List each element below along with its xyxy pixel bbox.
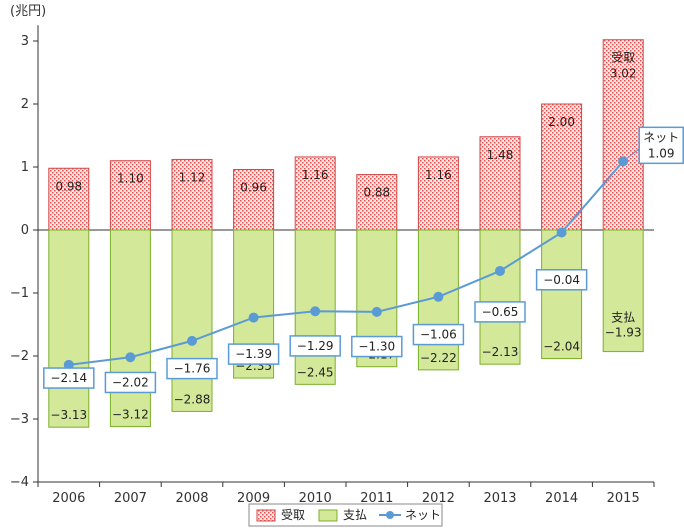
- x-tick-label: 2011: [360, 491, 393, 506]
- receive-value-label: 2.00: [548, 115, 575, 129]
- net-value-label: −2.02: [112, 375, 149, 389]
- receive-value-label: 0.98: [55, 179, 82, 193]
- pay-value-label: −2.13: [482, 345, 519, 359]
- legend-pay-label: 支払: [343, 508, 367, 522]
- receive-value-label: 0.96: [240, 181, 267, 195]
- legend-receive-label: 受取: [281, 508, 305, 522]
- net-label-box: [227, 343, 280, 365]
- net-point: [371, 306, 382, 317]
- axes: −4 −3 −2 −1 0 1 2 3 2006 2007 2008 2009 2010 2011 2012…: [10, 25, 655, 506]
- receive-bar: [233, 169, 275, 231]
- x-tick-label: 2006: [52, 491, 85, 506]
- net-point: [187, 335, 197, 346]
- pay-value-label: −1.93: [605, 326, 642, 340]
- receive-value-label: 1.48: [487, 148, 514, 162]
- pay-value-label: −2.04: [543, 340, 580, 354]
- receive-series-label: 受取: [611, 51, 635, 65]
- pay-bar: [602, 229, 644, 353]
- y-tick-label: −1: [10, 286, 29, 301]
- y-tick-label: 3: [21, 34, 29, 49]
- net-point: [248, 312, 259, 323]
- receive-bar: [417, 156, 459, 231]
- bars: [48, 39, 644, 428]
- net-label-box: [412, 323, 465, 346]
- net-value-label: −0.04: [543, 273, 580, 287]
- y-tick-label: −2: [10, 349, 29, 364]
- receive-bar: [171, 158, 213, 231]
- x-tick-label: 2009: [237, 491, 270, 506]
- net-label-box: [43, 367, 95, 389]
- receive-bar: [109, 160, 151, 231]
- legend-net-label: ネット: [405, 508, 441, 522]
- net-value-label: −1.30: [358, 340, 395, 354]
- net-point: [618, 156, 629, 167]
- legend-pay-swatch: [318, 509, 338, 522]
- net-label-box: [638, 126, 684, 165]
- net-line: [63, 156, 629, 370]
- pay-value-label: −2.22: [420, 351, 457, 365]
- net-series-line: [68, 160, 624, 366]
- pay-value-label: −2.45: [297, 365, 334, 379]
- net-point: [310, 306, 321, 317]
- net-point: [495, 265, 505, 276]
- net-value-label: −1.39: [235, 347, 272, 361]
- legend-net-marker: [386, 511, 394, 519]
- y-tick-label: 1: [21, 160, 29, 175]
- receive-value-label: 1.16: [302, 168, 329, 182]
- pay-bar: [479, 229, 521, 365]
- x-tick-label: 2013: [483, 491, 516, 506]
- pay-bar: [48, 229, 90, 428]
- receive-bar: [356, 174, 398, 231]
- pay-value-label: −3.13: [50, 408, 87, 422]
- receive-value-label: 1.16: [425, 168, 452, 182]
- net-label-box: [535, 269, 588, 291]
- net-series-label: ネット: [643, 130, 679, 144]
- y-tick-label: 2: [21, 97, 29, 112]
- x-tick-label: 2008: [175, 491, 208, 506]
- receive-bar: [48, 167, 90, 231]
- receive-value-label: 1.10: [117, 172, 144, 186]
- net-value-label: −1.06: [420, 328, 457, 342]
- y-tick-label: −4: [10, 475, 29, 490]
- net-point: [556, 227, 567, 238]
- x-tick-label: 2007: [114, 491, 147, 506]
- net-value-label: −0.65: [482, 305, 519, 319]
- net-value-label: 1.09: [648, 146, 675, 160]
- receive-value-label: 3.02: [610, 67, 637, 81]
- net-label-box: [474, 301, 526, 323]
- receive-bar: [294, 156, 336, 231]
- legend-receive-swatch: [256, 509, 276, 522]
- pay-value-label: −2.88: [174, 392, 211, 406]
- pay-series-label: 支払: [611, 311, 635, 325]
- net-value-label: −1.29: [297, 339, 334, 353]
- net-label-box: [289, 335, 341, 357]
- receive-value-label: 1.12: [179, 170, 206, 184]
- net-value-label: −1.76: [174, 362, 211, 376]
- unit-label: (兆円): [10, 4, 46, 19]
- pay-bar: [171, 229, 213, 412]
- y-tick-label: −3: [10, 412, 29, 427]
- net-point: [125, 352, 136, 363]
- net-label-box: [104, 371, 157, 394]
- pay-value-label: −3.12: [112, 408, 149, 422]
- x-tick-label: 2015: [607, 491, 640, 506]
- legend-box: [248, 503, 443, 527]
- pay-bar: [109, 229, 151, 428]
- net-label-box: [166, 357, 218, 380]
- net-value-label: −2.14: [50, 371, 87, 385]
- x-tick-label: 2010: [299, 491, 332, 506]
- receive-value-label: 0.88: [363, 186, 390, 200]
- pay-bar: [541, 229, 583, 360]
- data-labels: 0.98 1.10 1.12 0.96 1.16 0.88 1.16 1.48 2.00 受取 3.…: [43, 51, 684, 422]
- y-tick-label: 0: [21, 223, 29, 238]
- x-tick-label: 2012: [422, 491, 455, 506]
- x-tick-label: 2014: [545, 491, 578, 506]
- legend: 受取 支払 ネット: [248, 503, 443, 527]
- net-point: [433, 291, 444, 302]
- net-label-box: [351, 335, 403, 358]
